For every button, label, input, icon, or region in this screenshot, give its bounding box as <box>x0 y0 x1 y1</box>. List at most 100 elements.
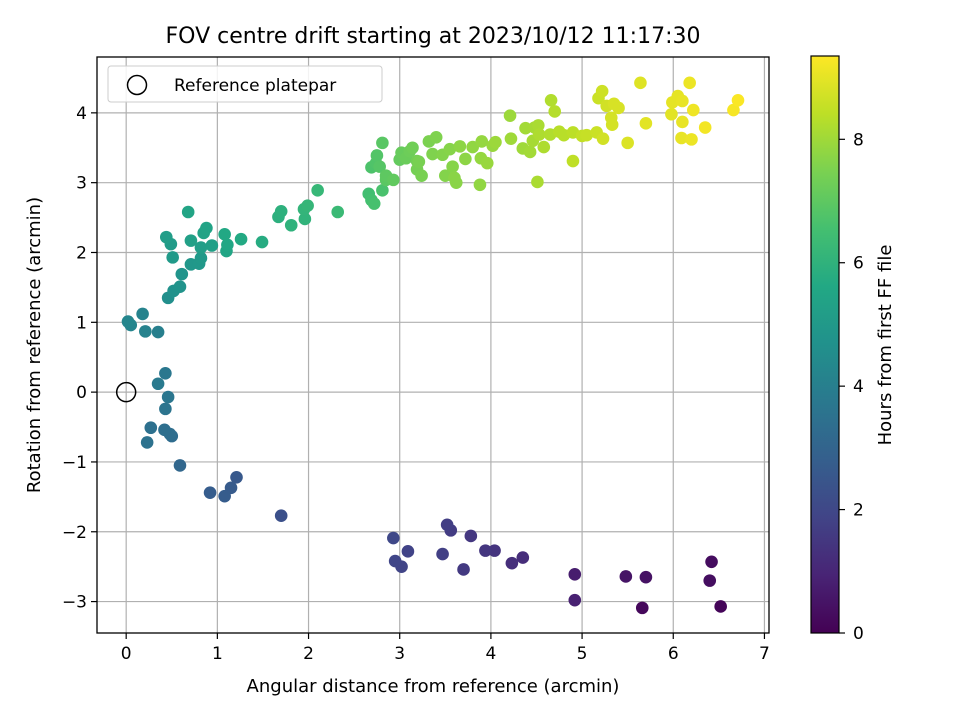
chart-title: FOV centre drift starting at 2023/10/12 … <box>166 24 701 49</box>
y-tick-label: 2 <box>76 243 87 263</box>
data-point <box>301 199 314 213</box>
data-point <box>151 377 165 391</box>
data-point <box>443 142 457 156</box>
data-point <box>605 118 619 132</box>
data-point <box>595 84 609 98</box>
data-point <box>568 593 582 607</box>
legend-entry: Reference platepar <box>174 76 336 96</box>
colorbar-tick-label: 4 <box>853 377 864 397</box>
data-point <box>453 140 467 153</box>
data-point <box>376 184 389 197</box>
data-point <box>415 169 428 182</box>
data-point <box>194 251 208 265</box>
data-point <box>705 555 718 569</box>
x-tick-label: 2 <box>303 644 314 664</box>
colorbar-tick-label: 0 <box>853 624 864 644</box>
data-point <box>284 218 298 232</box>
data-point <box>639 117 653 130</box>
data-point <box>621 136 634 150</box>
colorbar-label: Hours from first FF file <box>875 245 896 446</box>
data-point <box>194 241 208 254</box>
data-point <box>158 423 171 437</box>
data-point <box>373 160 386 173</box>
data-point <box>475 135 489 148</box>
data-point <box>388 554 402 568</box>
colorbar-gradient <box>810 55 840 634</box>
y-tick-label: −1 <box>62 453 87 473</box>
x-tick-label: 4 <box>485 644 496 664</box>
data-point <box>459 152 472 166</box>
data-point <box>387 173 400 187</box>
y-tick-label: 1 <box>76 313 87 333</box>
colorbar-ticks: 0 2 4 6 8 <box>839 130 864 644</box>
data-point <box>426 147 439 161</box>
y-tick-label: 3 <box>76 174 87 194</box>
data-point <box>429 130 443 144</box>
x-tick-label: 5 <box>577 644 588 664</box>
legend-box <box>107 65 383 103</box>
data-point <box>634 76 647 90</box>
data-point <box>480 156 494 170</box>
data-point <box>676 115 689 129</box>
data-point <box>401 545 415 558</box>
data-point <box>505 556 519 570</box>
data-point <box>175 267 189 281</box>
data-point <box>367 197 381 210</box>
data-point <box>548 105 562 118</box>
legend: Reference platepar <box>107 65 383 103</box>
x-tick-label: 0 <box>121 644 132 664</box>
data-point <box>218 228 231 241</box>
data-point <box>580 128 593 142</box>
x-tick-label: 3 <box>394 644 405 664</box>
y-tick-label: −2 <box>62 523 87 543</box>
y-tick-label: −3 <box>62 593 87 613</box>
data-point <box>230 471 243 484</box>
data-point <box>221 238 234 252</box>
data-point <box>687 103 700 117</box>
data-point <box>568 568 582 581</box>
data-point <box>140 436 154 449</box>
data-point <box>159 230 173 244</box>
data-point <box>544 93 558 107</box>
data-point <box>151 325 165 339</box>
data-point <box>184 234 198 247</box>
data-point <box>218 489 231 503</box>
colorbar: 0 2 4 6 8 Hours from first FF file <box>810 55 896 644</box>
data-point <box>274 509 288 523</box>
data-point <box>698 121 712 134</box>
data-point <box>181 205 195 219</box>
data-point <box>665 107 678 121</box>
data-point <box>504 132 518 145</box>
data-point <box>144 421 158 435</box>
data-point <box>136 307 149 321</box>
data-point <box>161 390 175 404</box>
x-tick-label: 7 <box>759 644 770 664</box>
x-axis-label: Angular distance from reference (arcmin) <box>247 676 620 697</box>
data-point <box>173 280 187 294</box>
data-point <box>479 544 492 557</box>
data-point <box>370 149 384 162</box>
data-point <box>387 531 400 545</box>
grid <box>97 57 769 633</box>
data-point <box>440 518 454 532</box>
data-point <box>466 140 479 154</box>
legend-marker-icon <box>126 74 148 96</box>
data-point <box>173 459 187 472</box>
colorbar-tick-label: 2 <box>853 501 864 521</box>
data-point <box>205 239 219 252</box>
data-point <box>503 109 517 122</box>
data-point <box>473 178 487 192</box>
data-point <box>635 601 649 615</box>
data-point <box>714 600 727 613</box>
data-point <box>159 402 172 416</box>
data-point <box>274 204 288 218</box>
data-point <box>166 251 179 264</box>
x-axis-ticks: 0 1 2 3 4 5 6 7 <box>121 633 770 664</box>
data-point <box>298 212 312 226</box>
data-point <box>139 325 152 338</box>
x-tick-label: 1 <box>212 644 223 664</box>
data-point <box>639 570 653 584</box>
colorbar-tick-label: 8 <box>853 130 864 150</box>
data-point <box>685 133 698 146</box>
data-points <box>121 76 745 615</box>
